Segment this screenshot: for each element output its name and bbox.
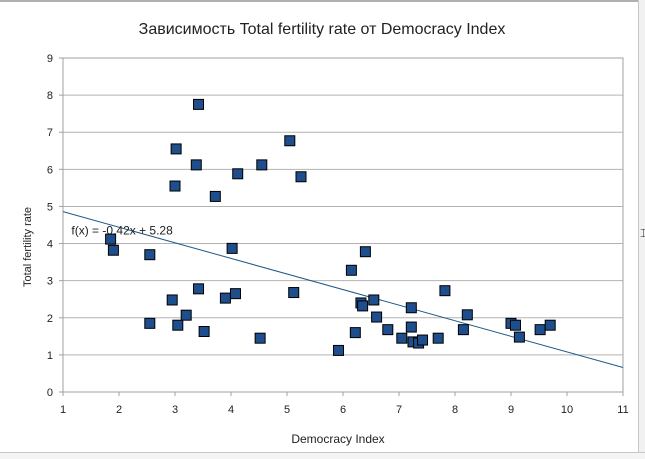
data-point-0[interactable]: [105, 233, 117, 245]
data-point-1[interactable]: [107, 244, 119, 256]
trendline-equation: f(x) = -0.42x + 5.28: [71, 223, 173, 237]
data-point-34[interactable]: [405, 302, 417, 314]
data-point-46[interactable]: [544, 319, 556, 331]
data-point-39[interactable]: [439, 285, 451, 297]
data-point-12[interactable]: [198, 326, 210, 338]
y-tick-label-3: 3: [47, 276, 53, 288]
data-point-25[interactable]: [349, 327, 361, 339]
y-tick-label-8: 8: [47, 90, 53, 102]
data-point-27[interactable]: [357, 300, 369, 312]
text-cursor-icon: ⌶: [640, 226, 645, 240]
x-tick-label-1: 1: [60, 404, 66, 416]
window-top-border: [0, 0, 645, 2]
x-tick-label-8: 8: [452, 404, 458, 416]
data-point-11[interactable]: [193, 283, 205, 295]
window-right-edge: [638, 0, 645, 458]
data-point-45[interactable]: [534, 324, 546, 336]
x-tick-label-10: 10: [561, 404, 573, 416]
data-point-14[interactable]: [219, 292, 231, 304]
data-point-31[interactable]: [382, 324, 394, 336]
y-tick-labels: 0 1 2 3 4 5 6 7 8 9: [47, 53, 53, 399]
data-point-5[interactable]: [169, 180, 181, 192]
x-tick-label-2: 2: [116, 404, 122, 416]
x-tick-labels: 1 2 3 4 5 6 7 8 9 10 11: [60, 404, 629, 416]
data-point-6[interactable]: [170, 143, 182, 155]
data-point-33[interactable]: [405, 321, 417, 333]
data-point-28[interactable]: [359, 246, 371, 258]
scatter-chart[interactable]: Зависимость Total fertility rate от Demo…: [0, 0, 638, 452]
data-point-20[interactable]: [284, 135, 296, 147]
x-axis-label: Democracy Index: [291, 432, 384, 446]
y-tick-label-4: 4: [47, 239, 53, 251]
data-point-29[interactable]: [368, 294, 380, 306]
x-tick-label-4: 4: [228, 404, 234, 416]
data-point-22[interactable]: [295, 171, 307, 183]
data-point-3[interactable]: [144, 317, 156, 329]
y-axis-label: Total fertility rate: [22, 207, 34, 287]
data-point-21[interactable]: [288, 287, 300, 299]
data-point-2[interactable]: [144, 249, 156, 261]
chart-title: Зависимость Total fertility rate от Demo…: [139, 21, 506, 38]
x-tick-label-11: 11: [617, 404, 628, 416]
data-point-38[interactable]: [432, 332, 444, 344]
x-tick-label-5: 5: [284, 404, 290, 416]
data-point-30[interactable]: [371, 311, 383, 323]
data-point-44[interactable]: [513, 331, 525, 343]
data-point-19[interactable]: [256, 159, 268, 171]
data-point-17[interactable]: [232, 168, 244, 180]
y-tick-label-0: 0: [47, 387, 53, 399]
x-tick-label-6: 6: [340, 404, 346, 416]
y-tick-label-7: 7: [47, 127, 53, 139]
y-tick-label-9: 9: [47, 53, 53, 65]
data-point-10[interactable]: [193, 98, 205, 110]
data-point-37[interactable]: [417, 334, 429, 346]
data-point-43[interactable]: [509, 319, 521, 331]
data-point-18[interactable]: [254, 332, 266, 344]
data-point-24[interactable]: [345, 264, 357, 276]
data-point-16[interactable]: [229, 288, 241, 300]
y-tick-label-1: 1: [47, 350, 53, 362]
data-point-4[interactable]: [166, 294, 178, 306]
data-point-40[interactable]: [457, 324, 469, 336]
y-tick-label-6: 6: [47, 164, 53, 176]
x-tick-label-9: 9: [508, 404, 514, 416]
data-point-8[interactable]: [180, 309, 192, 321]
window-bottom-edge: [0, 452, 645, 459]
data-point-7[interactable]: [172, 319, 184, 331]
data-points: [105, 98, 556, 356]
data-point-9[interactable]: [190, 159, 202, 171]
trendline[interactable]: [62, 211, 624, 368]
x-tick-label-3: 3: [172, 404, 178, 416]
y-tick-label-2: 2: [47, 313, 53, 325]
x-tick-label-7: 7: [396, 404, 402, 416]
y-tick-label-5: 5: [47, 201, 53, 213]
data-point-32[interactable]: [396, 332, 408, 344]
data-point-41[interactable]: [461, 309, 473, 321]
data-point-23[interactable]: [333, 344, 345, 356]
data-point-15[interactable]: [226, 242, 238, 254]
plot-area[interactable]: [62, 57, 624, 393]
data-point-13[interactable]: [209, 190, 221, 202]
